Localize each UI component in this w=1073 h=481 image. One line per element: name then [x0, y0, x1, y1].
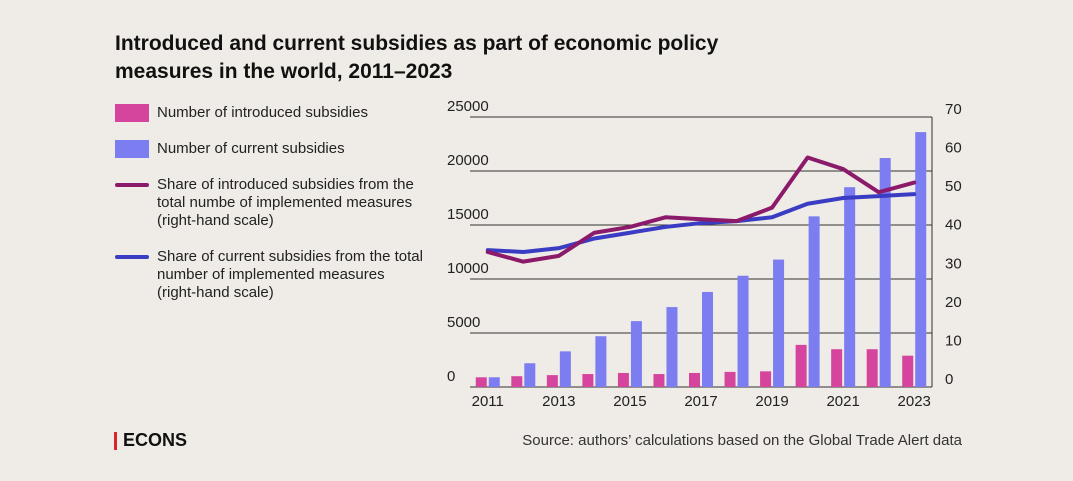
bar-current-subsidies [524, 363, 536, 387]
bar-introduced-subsidies [795, 344, 807, 387]
right-axis-tick-label: 60 [945, 140, 962, 157]
right-axis-tick-label: 30 [945, 255, 962, 272]
line-introduced-share [485, 155, 917, 264]
right-axis-tick-label: 70 [945, 101, 962, 118]
bar-introduced-subsidies [653, 374, 665, 387]
left-axis-tick-label: 10000 [447, 260, 489, 277]
bar-current-subsidies [773, 259, 785, 387]
left-axis-tick-label: 20000 [447, 152, 489, 169]
source-note: Source: authors’ calculations based on t… [522, 432, 962, 449]
legend-label: Share of introduced subsidies from the t… [157, 176, 414, 229]
left-axis-tick-label: 0 [447, 368, 455, 385]
bar-introduced-subsidies [617, 372, 629, 387]
legend-item-current-count: Number of current subsidies [115, 140, 427, 158]
brand-logo: ECONS [114, 430, 187, 451]
x-axis-tick-label: 2015 [613, 393, 646, 410]
bar-introduced-subsidies [511, 376, 523, 387]
x-axis-tick-label: 2011 [472, 393, 504, 410]
brand-bar-icon [114, 431, 117, 450]
bar-introduced-subsidies [902, 355, 914, 387]
bar-current-subsidies [595, 336, 607, 387]
bar-introduced-subsidies [866, 349, 878, 387]
legend-swatch-current-count [115, 140, 149, 158]
right-axis-tick-label: 50 [945, 178, 962, 195]
left-axis-tick-label: 25000 [447, 98, 489, 115]
bar-current-subsidies [844, 187, 856, 387]
bar-introduced-subsidies [582, 374, 594, 387]
legend-item-current-share: Share of current subsidies from the tota… [115, 248, 427, 302]
bar-current-subsidies [630, 321, 642, 387]
x-axis-tick-label: 2013 [542, 393, 575, 410]
line-current-share [485, 192, 917, 254]
bar-current-subsidies [559, 351, 571, 387]
title-line-2: measures in the world, 2011–2023 [115, 60, 453, 83]
bar-current-subsidies [488, 377, 500, 387]
legend-label: Number of introduced subsidies [157, 104, 368, 121]
bar-current-subsidies [915, 132, 927, 387]
bar-introduced-subsidies [475, 377, 487, 387]
chart-svg: 0 5000 10000 15000 20000 25000 0 10 20 30 40 50 60 70… [447, 98, 962, 410]
x-axis-tick-label: 2023 [898, 393, 931, 410]
bar-introduced-subsidies [724, 371, 736, 387]
legend-swatch-introduced-count [115, 104, 149, 122]
right-axis-tick-label: 0 [945, 371, 953, 388]
left-axis-tick-label: 5000 [447, 314, 480, 331]
right-axis-tick-label: 20 [945, 294, 962, 311]
legend-label: Share of current subsidies from the tota… [157, 248, 423, 301]
bar-current-subsidies [666, 307, 678, 387]
left-axis-tick-label: 15000 [447, 206, 489, 223]
legend-item-introduced-share: Share of introduced subsidies from the t… [115, 176, 427, 230]
legend-swatch-introduced-share [115, 183, 149, 187]
bar-current-subsidies [879, 158, 891, 387]
x-axis-tick-label: 2017 [684, 393, 717, 410]
legend-swatch-current-share [115, 255, 149, 259]
bar-current-subsidies [737, 275, 749, 387]
chart-title: Introduced and current subsidies as part… [115, 30, 815, 86]
brand-name: ECONS [123, 430, 188, 450]
bar-current-subsidies [808, 216, 820, 387]
x-axis-tick-label: 2019 [755, 393, 788, 410]
bar-introduced-subsidies [831, 349, 843, 387]
x-axis-tick-label: 2021 [826, 393, 859, 410]
right-axis-tick-label: 40 [945, 217, 962, 234]
title-line-1: Introduced and current subsidies as part… [115, 32, 719, 55]
right-axis-tick-label: 10 [945, 332, 962, 349]
bar-current-subsidies [702, 291, 713, 387]
legend-label: Number of current subsidies [157, 140, 345, 157]
bar-introduced-subsidies [546, 375, 558, 387]
bar-introduced-subsidies [689, 372, 700, 387]
bar-introduced-subsidies [760, 371, 772, 387]
legend-item-introduced-count: Number of introduced subsidies [115, 104, 427, 122]
